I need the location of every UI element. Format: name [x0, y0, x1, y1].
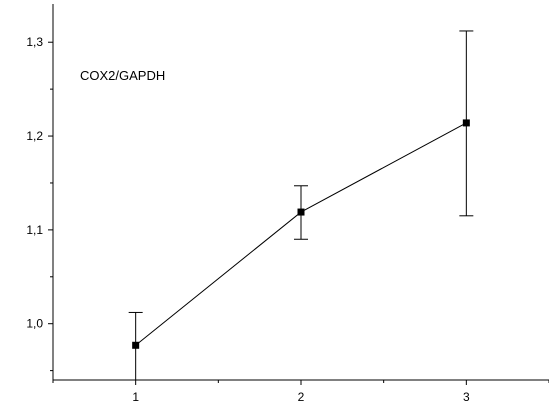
x-tick-label: 3 — [463, 390, 470, 404]
x-tick-label: 2 — [298, 390, 305, 404]
x-tick-label: 1 — [132, 390, 139, 404]
y-tick-label: 1,0 — [26, 317, 43, 331]
axes: 1,0 1,1 1,2 1,3 1 2 3 — [26, 4, 549, 404]
data-series — [128, 30, 474, 381]
y-tick-label: 1,2 — [26, 129, 43, 143]
data-point — [462, 119, 470, 127]
data-point — [132, 341, 140, 349]
data-point — [297, 208, 305, 216]
chart-annotation: COX2/GAPDH — [80, 68, 165, 83]
y-tick-label: 1,3 — [26, 35, 43, 49]
y-tick-label: 1,1 — [26, 223, 43, 237]
